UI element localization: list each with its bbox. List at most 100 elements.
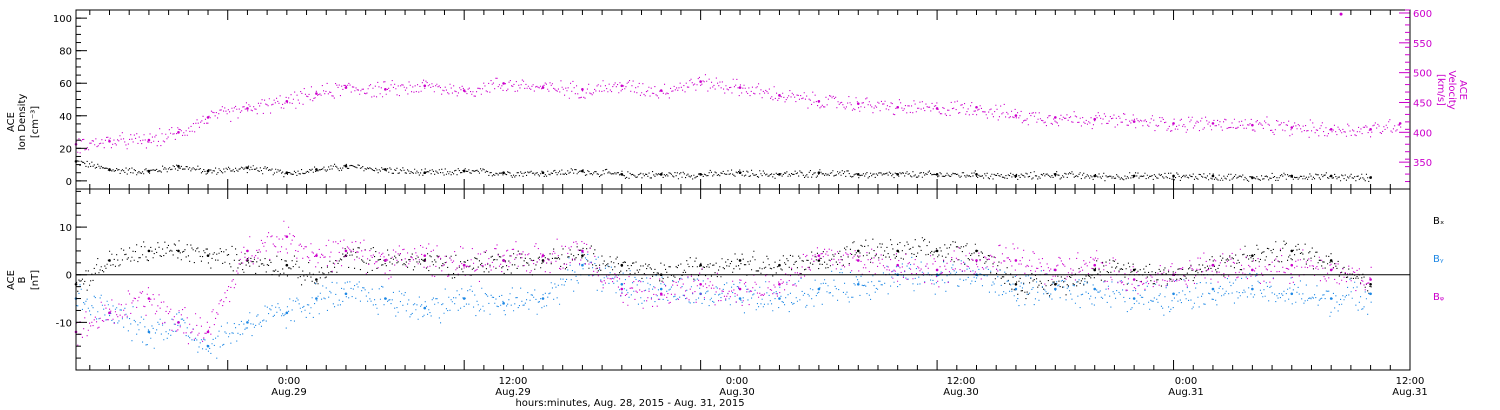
- data-point: [1014, 114, 1018, 117]
- data-point: [1014, 287, 1018, 291]
- legend-bx: Bₓ: [1433, 216, 1444, 227]
- x-tick-date-5: Aug.31: [1392, 387, 1427, 398]
- density-axis-label-line-2: Ion Density: [17, 94, 28, 151]
- y-tick-label: 10: [59, 223, 72, 234]
- data-point: [935, 249, 939, 253]
- data-point: [423, 306, 427, 310]
- data-point: [1132, 278, 1136, 281]
- data-point: [620, 84, 624, 88]
- data-point: [315, 297, 318, 300]
- series-b2: [74, 220, 1372, 346]
- data-point: [738, 259, 742, 262]
- data-point: [285, 263, 289, 267]
- data-point: [1172, 122, 1175, 125]
- data-point: [1290, 249, 1294, 253]
- scatter-cloud: [76, 237, 1372, 300]
- data-point: [699, 80, 702, 83]
- data-point: [541, 259, 545, 262]
- data-point: [177, 321, 180, 324]
- x-tick-date-4: Aug.31: [1168, 387, 1203, 398]
- y-tick-label: 500: [1413, 69, 1432, 80]
- data-point: [1054, 282, 1057, 286]
- x-tick-date-2: Aug.30: [719, 387, 754, 398]
- data-point: [108, 139, 111, 143]
- data-point: [1014, 282, 1018, 286]
- data-point: [315, 92, 318, 95]
- data-point: [699, 282, 702, 286]
- data-point: [1290, 126, 1294, 129]
- data-point: [246, 107, 249, 110]
- velocity-axis-label-line-1: ACE: [1457, 80, 1468, 100]
- data-point: [147, 138, 151, 142]
- data-point: [541, 297, 545, 300]
- density-axis-label-line-1: ACE: [6, 112, 17, 132]
- x-tick-time-5: 12:00: [1396, 376, 1425, 387]
- data-point: [738, 287, 742, 291]
- data-point: [659, 292, 663, 296]
- x-axis-label: hours:minutes, Aug. 28, 2015 - Aug. 31, …: [515, 398, 744, 409]
- data-point: [817, 171, 821, 175]
- data-point: [1093, 287, 1097, 291]
- data-point: [778, 282, 781, 286]
- x-tick-date-1: Aug.29: [495, 387, 530, 398]
- scatter-cloud: [76, 220, 1372, 346]
- data-point: [817, 254, 821, 257]
- field-axis-label-line-3: [nT]: [30, 270, 41, 290]
- data-point: [541, 86, 545, 89]
- data-point: [1329, 259, 1333, 262]
- top-panel-data: [74, 12, 1402, 182]
- data-point: [1251, 268, 1254, 272]
- magnetic-field-panel: -10 0 10 ACE B [nT] Bₓ Bᵧ Bᵩ: [6, 188, 1444, 371]
- data-point: [344, 249, 348, 253]
- data-point: [1369, 282, 1372, 286]
- data-point: [384, 88, 387, 91]
- data-point: [581, 263, 584, 267]
- y-tick-label: 0: [66, 271, 72, 282]
- x-tick-time-2: 0:00: [726, 376, 748, 387]
- data-point: [738, 86, 742, 89]
- data-point: [1290, 292, 1294, 296]
- data-point: [659, 287, 663, 291]
- x-tick-date-0: Aug.29: [271, 387, 306, 398]
- y-tick-label: 60: [59, 79, 72, 90]
- x-tick-time-3: 12:00: [947, 376, 976, 387]
- y-tick-label: 40: [59, 112, 72, 123]
- y-tick-label: 100: [53, 14, 72, 25]
- top-panel-x-ticks: [89, 10, 1411, 189]
- data-point: [206, 254, 210, 257]
- data-point: [896, 263, 899, 267]
- outlier-point: [1339, 12, 1343, 16]
- y-tick-label: 400: [1413, 128, 1432, 139]
- y-tick-label: -10: [56, 318, 72, 329]
- x-tick-time-1: 12:00: [499, 376, 528, 387]
- data-point: [206, 330, 210, 334]
- x-tick-date-3: Aug.30: [943, 387, 978, 398]
- data-point: [344, 86, 348, 89]
- data-point: [285, 235, 289, 238]
- data-point: [856, 102, 860, 105]
- data-point: [285, 99, 289, 103]
- data-point: [1093, 268, 1097, 272]
- data-point: [1132, 120, 1136, 123]
- data-point: [246, 259, 249, 262]
- top-panel-frame: [75, 9, 1411, 190]
- data-point: [315, 278, 318, 281]
- data-point: [1251, 123, 1254, 127]
- data-point: [1211, 174, 1215, 178]
- data-point: [177, 249, 180, 253]
- velocity-axis-label-line-2: Velocity: [1446, 70, 1457, 109]
- data-point: [1014, 259, 1018, 262]
- data-point: [1251, 254, 1254, 257]
- data-point: [738, 297, 742, 300]
- data-point: [856, 249, 860, 253]
- bottom-panel-frame: [75, 188, 1411, 371]
- scatter-cloud: [76, 160, 1372, 182]
- x-tick-time-0: 0:00: [278, 376, 300, 387]
- data-point: [975, 259, 978, 262]
- data-point: [1251, 287, 1254, 291]
- data-point: [581, 249, 584, 253]
- data-point: [935, 268, 939, 272]
- data-point: [285, 311, 289, 315]
- y-tick-label: 20: [59, 144, 72, 155]
